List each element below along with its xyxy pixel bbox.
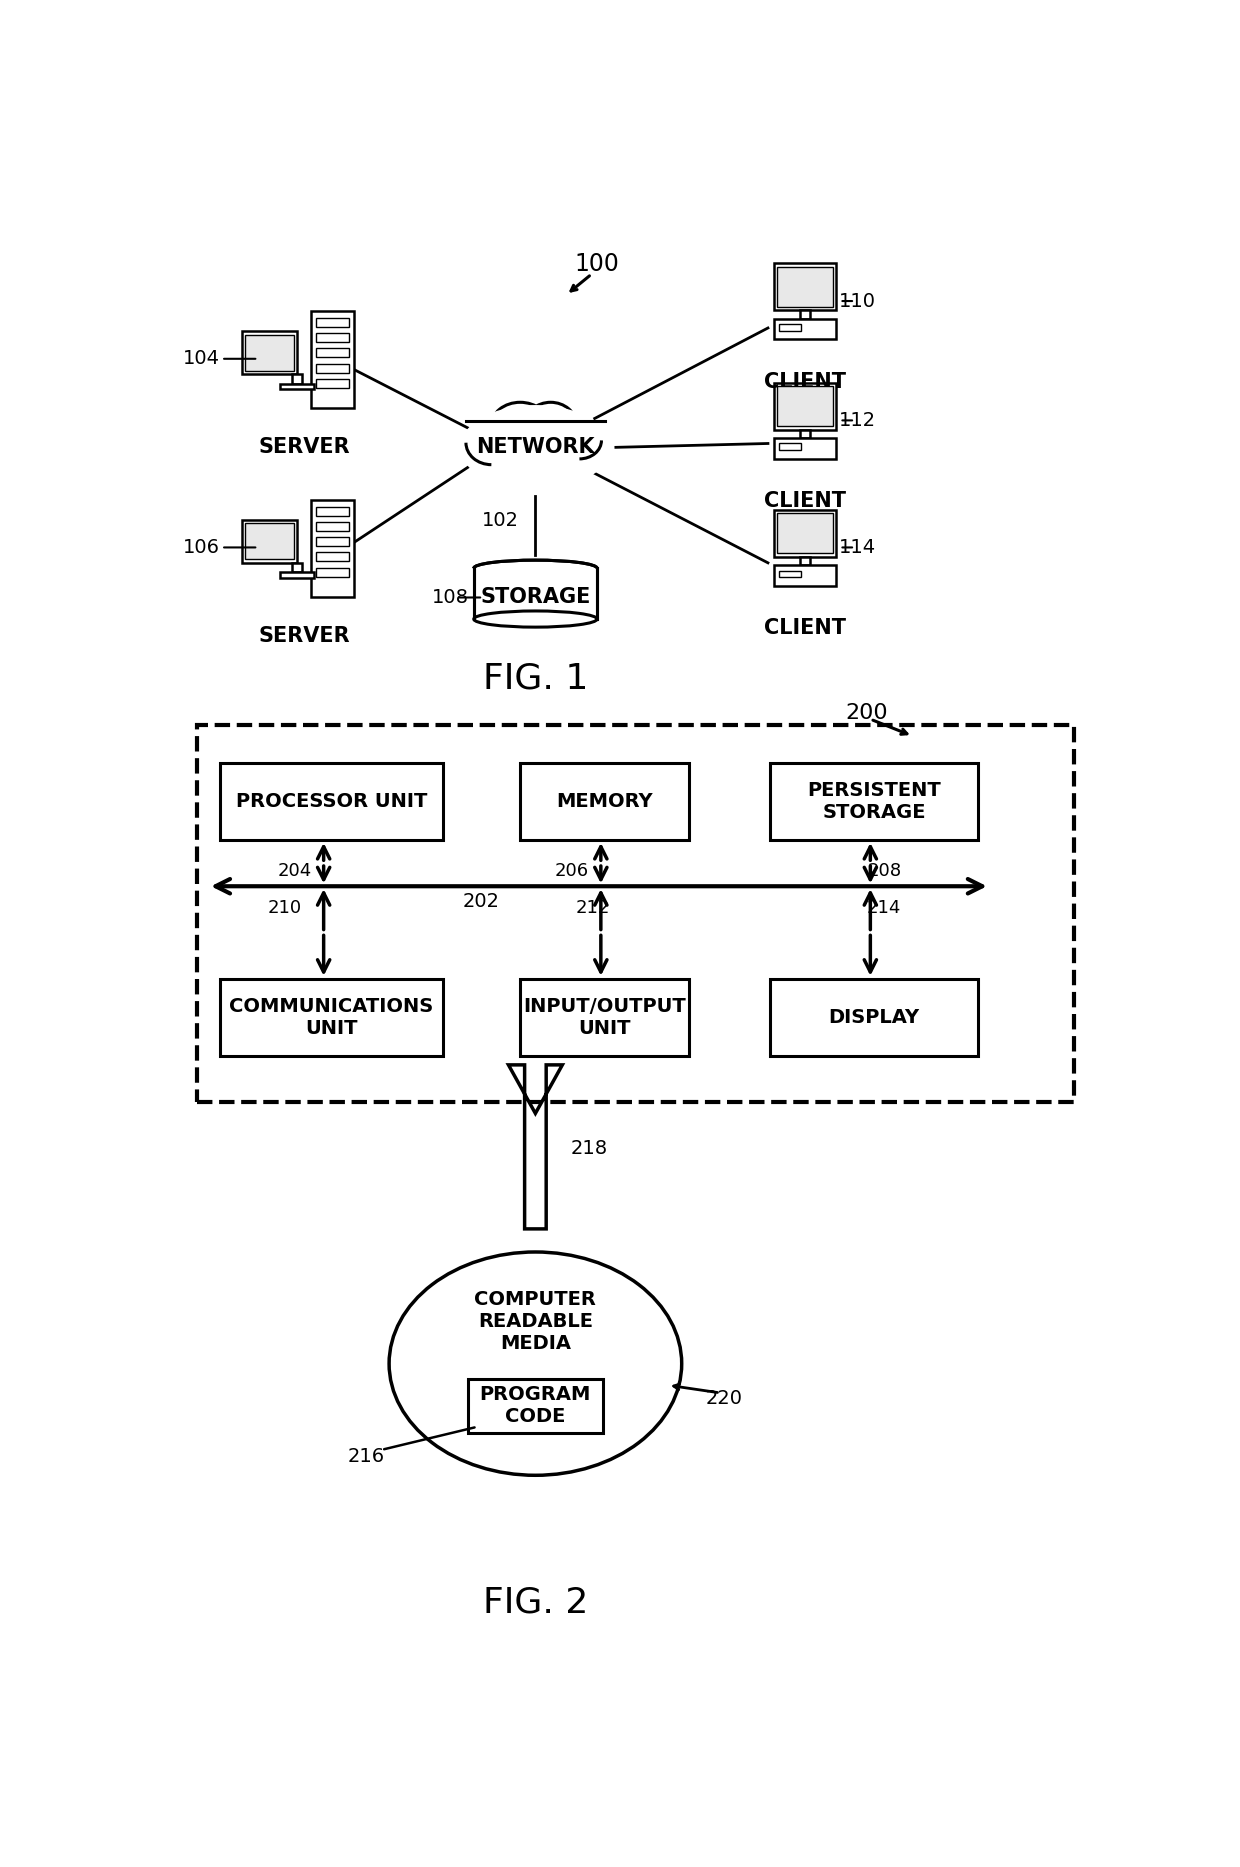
Text: DISPLAY: DISPLAY [828,1008,920,1027]
Bar [770,978,978,1055]
Bar [774,263,836,310]
Bar [474,568,596,620]
Bar [242,330,298,373]
Text: 214: 214 [867,898,901,917]
Text: MEMORY: MEMORY [557,792,653,810]
Text: 110: 110 [838,291,875,310]
Ellipse shape [526,401,577,446]
Bar [316,553,350,562]
Bar [774,319,836,340]
Bar [770,764,978,840]
Bar [316,506,350,515]
Text: PERSISTENT
STORAGE: PERSISTENT STORAGE [807,780,941,821]
Text: CLIENT: CLIENT [764,618,846,639]
Bar [280,573,314,579]
Bar [316,568,350,577]
Ellipse shape [461,405,610,489]
Bar [774,439,836,459]
Polygon shape [508,1064,563,1228]
Text: 204: 204 [278,863,311,879]
Text: 208: 208 [867,863,901,879]
Bar [520,764,689,840]
Text: 104: 104 [182,349,219,368]
Bar [280,385,314,390]
Bar [467,1380,603,1434]
Bar [246,334,294,372]
Bar [316,379,350,388]
Text: 114: 114 [838,538,875,556]
Bar [316,317,350,327]
Text: FIG. 2: FIG. 2 [482,1585,588,1619]
Text: STORAGE: STORAGE [480,588,590,607]
Bar [219,764,443,840]
Bar [293,562,301,573]
Ellipse shape [466,420,517,465]
Text: 200: 200 [846,704,888,723]
Ellipse shape [486,424,584,482]
Bar [779,571,801,577]
Text: 102: 102 [482,512,520,530]
Bar [800,310,810,319]
Text: COMPUTER
READABLE
MEDIA: COMPUTER READABLE MEDIA [475,1290,596,1354]
Bar [246,523,294,560]
Bar [774,383,836,429]
Bar [774,510,836,556]
Text: 210: 210 [268,898,303,917]
Bar [774,566,836,586]
Text: 100: 100 [574,252,620,276]
Bar [777,386,832,426]
Ellipse shape [474,611,596,627]
Text: COMMUNICATIONS
UNIT: COMMUNICATIONS UNIT [229,997,434,1038]
Text: 108: 108 [433,588,469,607]
Bar [779,444,801,450]
Text: INPUT/OUTPUT
UNIT: INPUT/OUTPUT UNIT [523,997,686,1038]
Text: FIG. 1: FIG. 1 [482,661,588,695]
Bar [316,332,350,342]
Text: 202: 202 [463,892,500,911]
Text: 106: 106 [182,538,219,556]
Bar [316,349,350,357]
Ellipse shape [389,1253,682,1475]
Text: 206: 206 [554,863,589,879]
Text: PROGRAM
CODE: PROGRAM CODE [480,1385,591,1426]
Text: SERVER: SERVER [259,437,350,457]
Bar [311,500,353,597]
Bar [293,373,301,385]
Ellipse shape [558,422,601,459]
Text: 212: 212 [575,898,610,917]
Text: 220: 220 [706,1389,743,1408]
Ellipse shape [491,401,549,448]
Text: 112: 112 [838,411,875,429]
Bar [779,325,801,330]
Bar [800,429,810,439]
Bar [242,519,298,562]
Text: PROCESSOR UNIT: PROCESSOR UNIT [236,792,427,810]
Text: CLIENT: CLIENT [764,491,846,512]
Text: CLIENT: CLIENT [764,372,846,392]
Text: 218: 218 [570,1139,608,1158]
Bar [472,558,598,568]
Bar [316,523,350,530]
Bar [197,724,1074,1102]
Bar [520,978,689,1055]
Text: NETWORK: NETWORK [476,437,595,457]
Bar [311,312,353,409]
Bar [777,513,832,553]
Text: 216: 216 [347,1447,384,1466]
Bar [219,978,443,1055]
Text: SERVER: SERVER [259,625,350,646]
Bar [777,267,832,306]
Bar [800,556,810,566]
Bar [316,364,350,373]
Bar [316,538,350,547]
